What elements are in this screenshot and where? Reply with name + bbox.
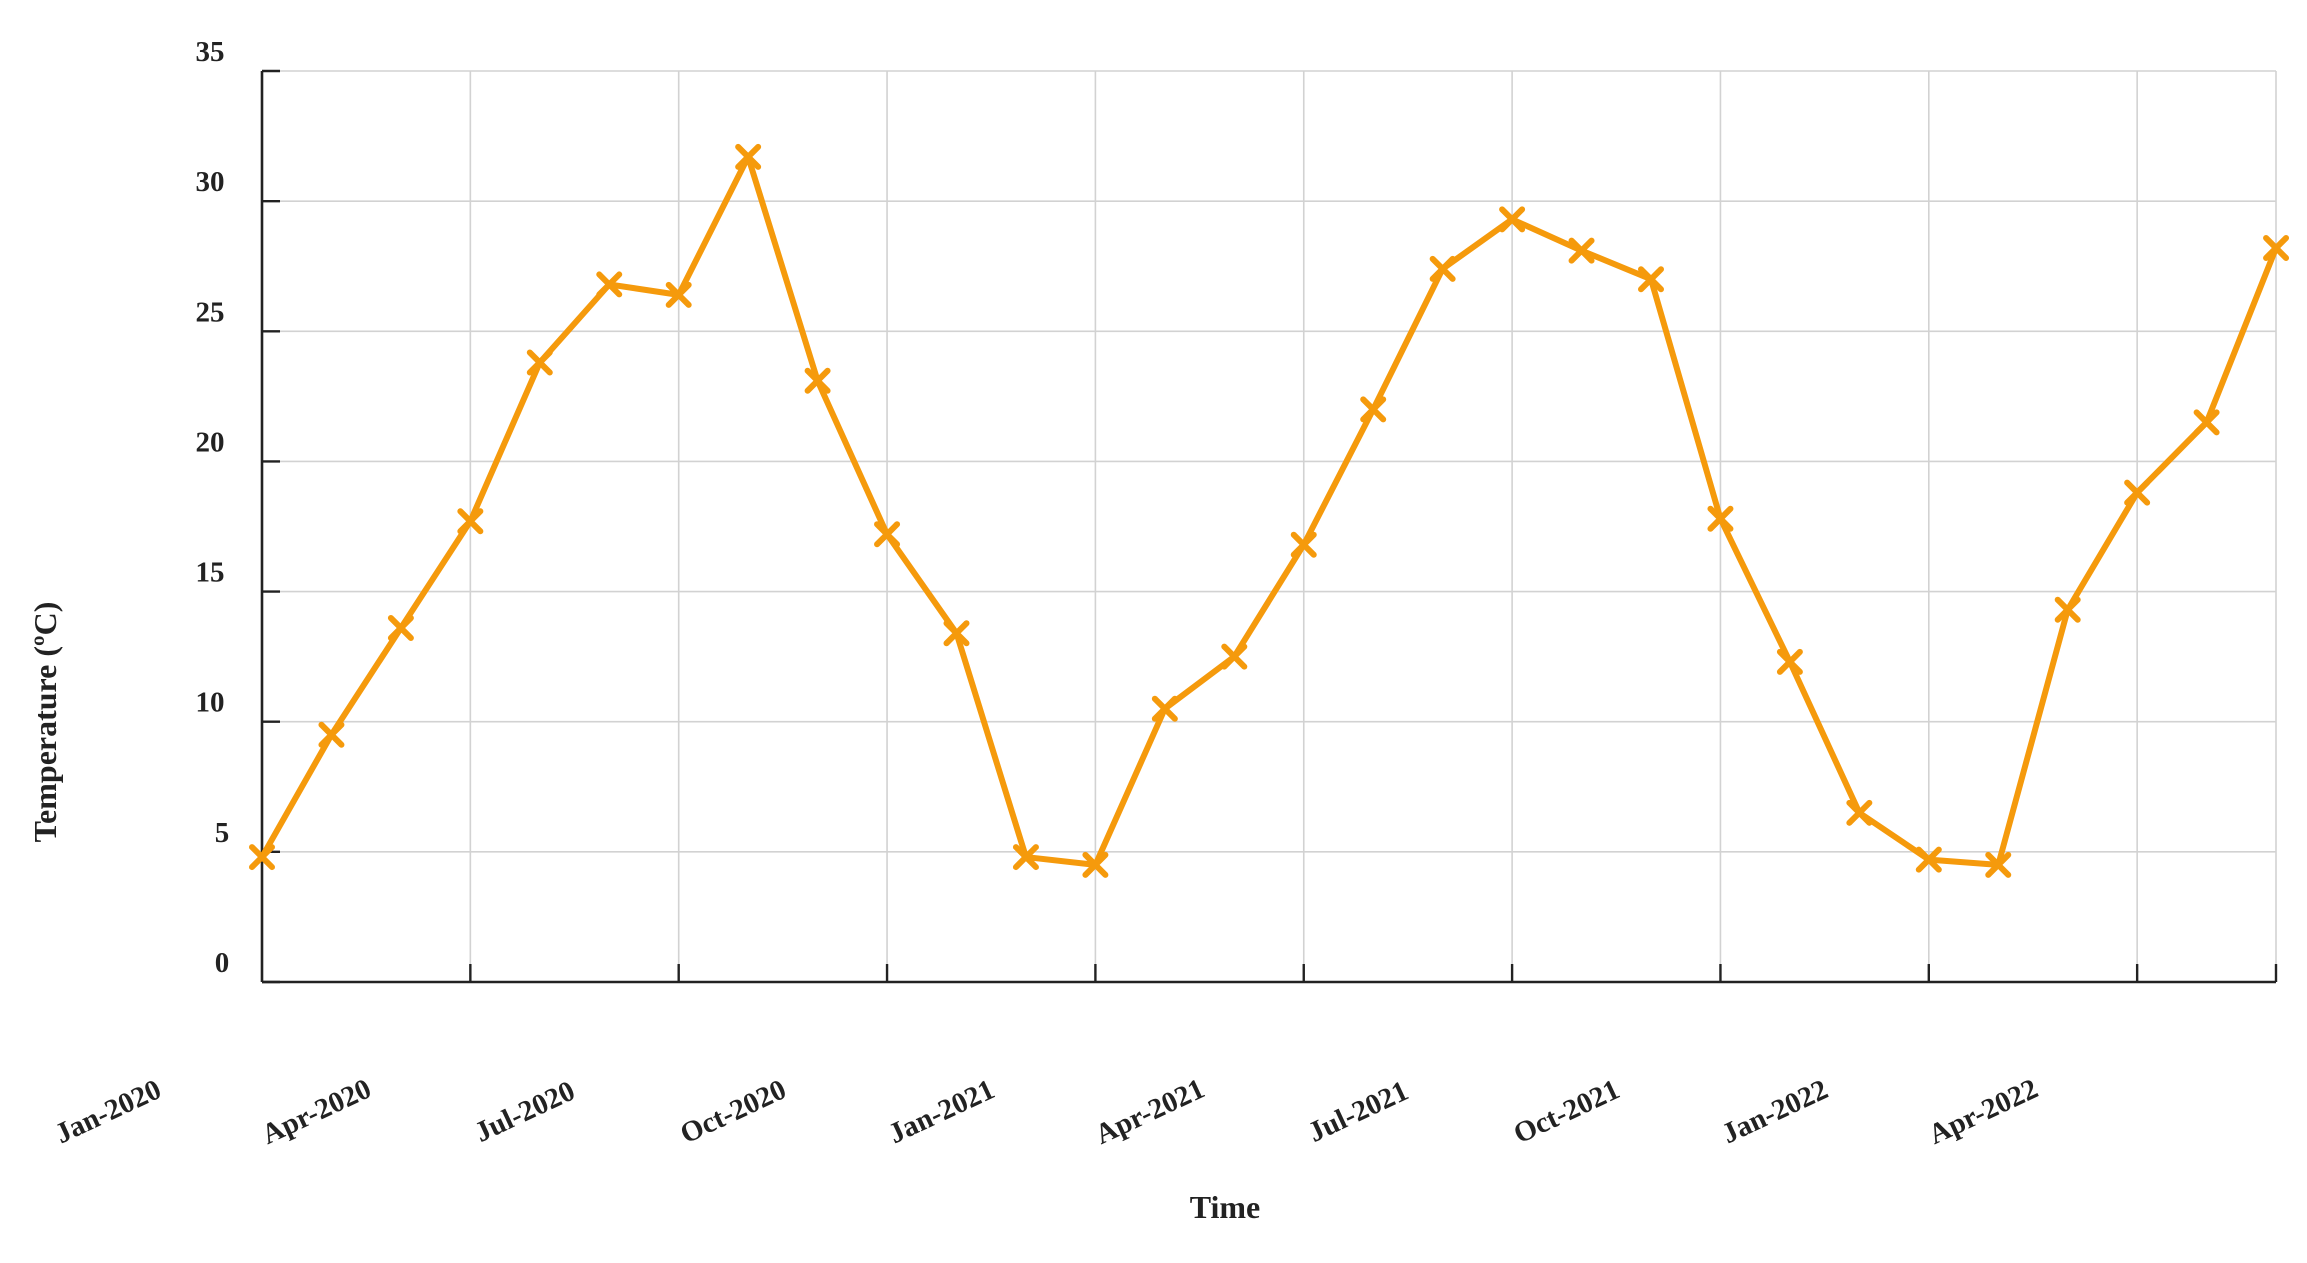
marker-stroke xyxy=(1290,531,1317,558)
x-tick-label: Oct-2020 xyxy=(675,1074,791,1151)
data-point xyxy=(2193,409,2220,436)
x-tick-label: Oct-2021 xyxy=(1509,1074,1625,1151)
data-point xyxy=(2263,234,2290,261)
marker-stroke xyxy=(596,271,623,298)
data-point xyxy=(1638,266,1664,293)
y-axis-ticks: 0 5 10 15 20 25 30 35 xyxy=(196,36,280,984)
marker-stroke xyxy=(665,281,692,308)
marker-stroke xyxy=(2124,479,2151,506)
data-point xyxy=(804,367,831,394)
y-tick-label: 0 xyxy=(215,947,230,979)
marker-stroke xyxy=(1499,206,1526,233)
x-tick-label: Jan-2021 xyxy=(884,1074,1000,1151)
data-point xyxy=(943,620,970,647)
data-point xyxy=(1846,799,1873,826)
x-tick-label: Jul-2021 xyxy=(1303,1075,1413,1149)
marker-stroke xyxy=(457,508,484,535)
marker-stroke xyxy=(1221,643,1248,670)
y-tick-label: 25 xyxy=(196,296,225,328)
y-tick-label: 10 xyxy=(196,687,225,719)
marker-stroke xyxy=(318,721,345,748)
marker-stroke xyxy=(2193,409,2220,436)
data-point xyxy=(1499,206,1526,233)
marker-stroke xyxy=(2263,234,2290,261)
data-point xyxy=(665,281,692,308)
data-point xyxy=(1082,851,1109,878)
x-tick-label: Apr-2021 xyxy=(1090,1073,1209,1151)
x-axis-title: Time xyxy=(1190,1189,1261,1225)
data-point xyxy=(2054,596,2081,623)
axes xyxy=(260,71,2276,984)
x-tick-label: Jul-2020 xyxy=(470,1075,580,1149)
grid-lines xyxy=(262,70,2277,982)
data-point xyxy=(318,721,345,748)
x-tick-label: Jan-2022 xyxy=(1717,1074,1833,1151)
data-point xyxy=(1776,648,1803,675)
data-point xyxy=(1290,531,1317,558)
series-line xyxy=(259,153,2280,868)
marker-stroke xyxy=(1776,648,1803,675)
y-tick-label: 35 xyxy=(196,36,225,68)
x-axis-ticks: Jan-2020 Apr-2020 Jul-2020 Oct-2020 Jan-2021… xyxy=(50,964,2278,1151)
data-point xyxy=(1151,695,1178,722)
data-point xyxy=(596,271,623,298)
data-point xyxy=(1568,237,1595,264)
marker-stroke xyxy=(1012,844,1039,871)
data-point xyxy=(1221,643,1248,670)
data-point xyxy=(2124,479,2151,506)
marker-stroke xyxy=(249,844,275,871)
data-point xyxy=(249,844,275,871)
marker-stroke xyxy=(943,620,970,647)
marker-stroke xyxy=(1429,255,1456,282)
marker-stroke xyxy=(1082,851,1109,878)
marker-stroke xyxy=(1638,266,1664,293)
data-point xyxy=(735,143,762,170)
data-point xyxy=(874,521,901,548)
y-tick-label: 15 xyxy=(196,557,225,589)
series-layer xyxy=(249,143,2290,878)
x-tick-label: Jan-2020 xyxy=(50,1074,166,1151)
data-point xyxy=(1360,396,1387,423)
x-tick-label: Apr-2020 xyxy=(257,1073,376,1151)
data-point xyxy=(1707,505,1734,532)
y-tick-label: 20 xyxy=(196,426,225,458)
marker-stroke xyxy=(1707,505,1734,532)
data-point xyxy=(1012,844,1039,871)
y-tick-label: 5 xyxy=(215,817,230,849)
data-point xyxy=(1985,851,2012,878)
marker-stroke xyxy=(874,521,901,548)
data-point xyxy=(457,508,484,535)
marker-stroke xyxy=(735,143,762,170)
marker-stroke xyxy=(1915,846,1942,873)
y-tick-label: 30 xyxy=(196,166,225,198)
marker-stroke xyxy=(2054,596,2081,623)
data-point xyxy=(526,349,553,376)
data-point xyxy=(1915,846,1942,873)
data-point xyxy=(1429,255,1456,282)
marker-stroke xyxy=(1568,237,1595,264)
marker-stroke xyxy=(1151,695,1178,722)
marker-stroke xyxy=(804,367,831,394)
x-tick-label: Apr-2022 xyxy=(1924,1073,2043,1151)
marker-stroke xyxy=(526,349,553,376)
marker-stroke xyxy=(387,615,414,642)
data-point xyxy=(387,615,414,642)
y-axis-title: Temperature (ºC) xyxy=(27,602,63,843)
marker-stroke xyxy=(1360,396,1387,423)
marker-stroke xyxy=(1846,799,1873,826)
marker-stroke xyxy=(1985,851,2012,878)
